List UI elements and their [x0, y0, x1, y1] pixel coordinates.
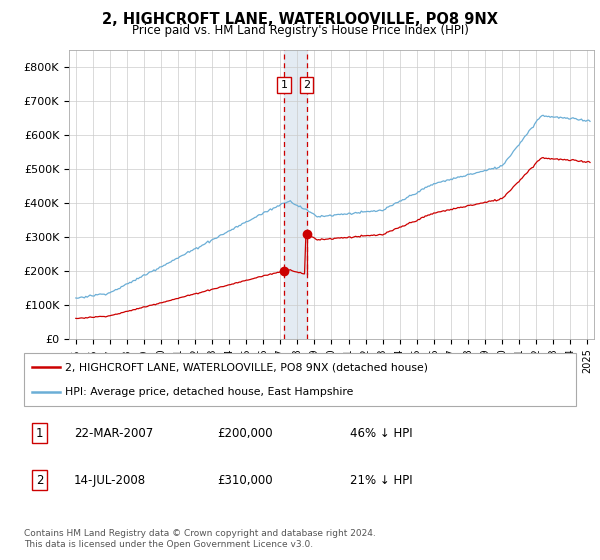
Text: 2, HIGHCROFT LANE, WATERLOOVILLE, PO8 9NX: 2, HIGHCROFT LANE, WATERLOOVILLE, PO8 9N… [102, 12, 498, 27]
Text: £200,000: £200,000 [217, 427, 273, 440]
Text: 1: 1 [36, 427, 43, 440]
Text: HPI: Average price, detached house, East Hampshire: HPI: Average price, detached house, East… [65, 386, 354, 396]
FancyBboxPatch shape [24, 353, 576, 406]
Text: Price paid vs. HM Land Registry's House Price Index (HPI): Price paid vs. HM Land Registry's House … [131, 24, 469, 37]
Text: 22-MAR-2007: 22-MAR-2007 [74, 427, 153, 440]
Text: 2: 2 [36, 474, 43, 487]
Text: 1: 1 [280, 80, 287, 90]
Text: 2, HIGHCROFT LANE, WATERLOOVILLE, PO8 9NX (detached house): 2, HIGHCROFT LANE, WATERLOOVILLE, PO8 9N… [65, 362, 428, 372]
Text: 2: 2 [303, 80, 310, 90]
Text: Contains HM Land Registry data © Crown copyright and database right 2024.
This d: Contains HM Land Registry data © Crown c… [24, 529, 376, 549]
Text: 46% ↓ HPI: 46% ↓ HPI [350, 427, 412, 440]
Text: 21% ↓ HPI: 21% ↓ HPI [350, 474, 412, 487]
Text: £310,000: £310,000 [217, 474, 273, 487]
Text: 14-JUL-2008: 14-JUL-2008 [74, 474, 146, 487]
Bar [284, 50, 307, 339]
